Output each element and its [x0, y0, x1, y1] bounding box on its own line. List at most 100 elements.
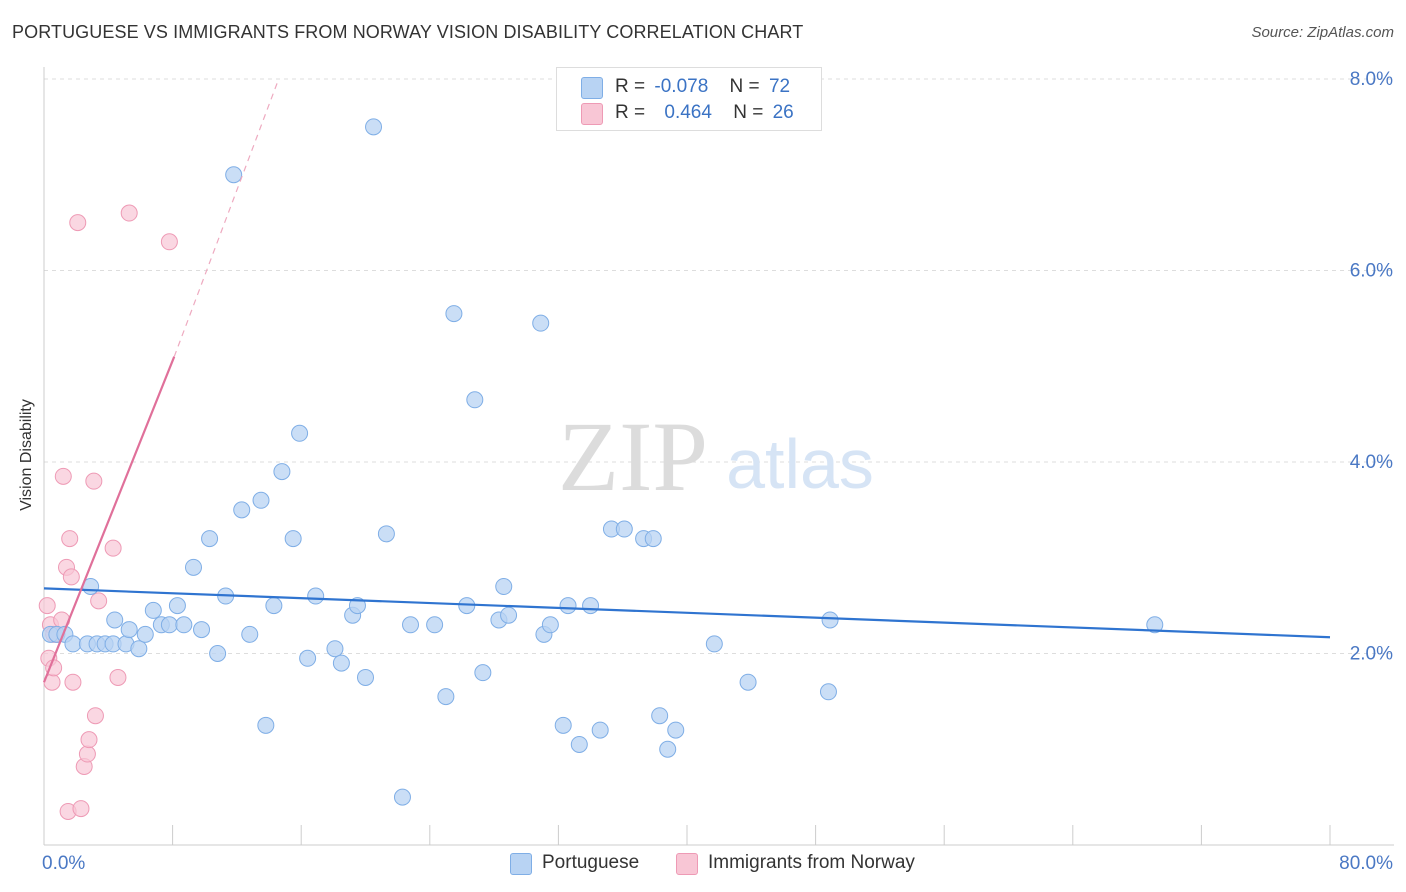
point-portuguese: [393, 788, 411, 806]
y-tick-label: 4.0%: [1350, 452, 1393, 473]
point-portuguese: [659, 740, 677, 758]
point-portuguese: [705, 635, 723, 653]
correlation-legend: R = -0.078 N = 72 R = 0.464 N = 26: [556, 67, 822, 131]
legend-label-norway: Immigrants from Norway: [708, 852, 915, 873]
point-norway: [120, 204, 138, 222]
series-immigrants-from-norway: [38, 204, 178, 820]
y-tick-label: 6.0%: [1350, 261, 1393, 282]
legend-r-value: -0.078: [654, 76, 709, 97]
point-portuguese: [273, 463, 291, 481]
point-portuguese: [365, 118, 383, 136]
legend-r-label: R =: [615, 76, 646, 97]
point-portuguese: [64, 635, 82, 653]
legend-swatch-blue: [581, 77, 603, 99]
point-norway: [78, 745, 96, 763]
point-norway: [38, 597, 56, 615]
series-portuguese: [41, 118, 1164, 806]
point-portuguese: [644, 530, 662, 548]
point-norway: [85, 472, 103, 490]
point-portuguese: [554, 716, 572, 734]
point-portuguese: [541, 616, 559, 634]
legend-r-label: R =: [615, 102, 646, 123]
point-portuguese: [1146, 616, 1164, 634]
point-portuguese: [225, 166, 243, 184]
point-norway: [109, 668, 127, 686]
point-portuguese: [532, 314, 550, 332]
legend-label-portuguese: Portuguese: [542, 852, 640, 873]
legend-n-label: N =: [729, 76, 760, 97]
trend-line-norway-extension: [173, 78, 280, 357]
point-portuguese: [821, 611, 839, 629]
watermark-atlas: atlas: [726, 425, 874, 503]
point-portuguese: [445, 305, 463, 323]
point-portuguese: [402, 616, 420, 634]
point-portuguese: [500, 606, 518, 624]
legend-n-value: 72: [768, 76, 791, 97]
x-tick-label: 0.0%: [42, 853, 85, 874]
trend-lines: [42, 78, 1331, 683]
y-tick-label: 2.0%: [1350, 644, 1393, 665]
legend-swatch-pink: [581, 103, 603, 125]
chart-source: Source: ZipAtlas.com: [1251, 24, 1394, 41]
point-portuguese: [332, 654, 350, 672]
watermark: ZIP atlas: [558, 401, 874, 512]
point-portuguese: [615, 520, 633, 538]
legend-r-value: 0.464: [664, 102, 712, 123]
point-portuguese: [307, 587, 325, 605]
y-tick-label: 8.0%: [1350, 69, 1393, 90]
point-norway: [54, 467, 72, 485]
point-portuguese: [348, 597, 366, 615]
point-portuguese: [130, 640, 148, 658]
point-portuguese: [377, 525, 395, 543]
point-portuguese: [426, 616, 444, 634]
point-portuguese: [582, 597, 600, 615]
point-portuguese: [559, 597, 577, 615]
point-portuguese: [233, 501, 251, 519]
point-portuguese: [201, 530, 219, 548]
legend-n-label: N =: [733, 102, 764, 123]
point-portuguese: [474, 664, 492, 682]
point-portuguese: [184, 558, 202, 576]
point-portuguese: [265, 597, 283, 615]
point-portuguese: [160, 616, 178, 634]
point-portuguese: [241, 625, 259, 643]
point-portuguese: [193, 621, 211, 639]
point-portuguese: [175, 616, 193, 634]
point-portuguese: [326, 640, 344, 658]
point-portuguese: [120, 621, 138, 639]
point-norway: [104, 539, 122, 557]
point-norway: [72, 800, 90, 818]
watermark-zip: ZIP: [558, 401, 708, 512]
point-norway: [80, 731, 98, 749]
point-norway: [69, 214, 87, 232]
point-portuguese: [284, 530, 302, 548]
point-norway: [62, 568, 80, 586]
point-portuguese: [819, 683, 837, 701]
point-norway: [160, 233, 178, 251]
point-portuguese: [466, 391, 484, 409]
point-portuguese: [299, 649, 317, 667]
point-portuguese: [168, 597, 186, 615]
point-norway: [61, 530, 79, 548]
point-portuguese: [106, 611, 124, 629]
point-portuguese: [437, 688, 455, 706]
legend-swatch-blue: [510, 853, 532, 875]
trend-line-norway: [42, 356, 176, 683]
point-portuguese: [252, 491, 270, 509]
gridlines: [44, 78, 1394, 654]
x-tick-label: 80.0%: [1339, 853, 1393, 874]
trend-line-portuguese: [43, 587, 1331, 639]
tick-labels: 2.0% 4.0% 6.0% 8.0% 0.0% 80.0%: [42, 69, 1393, 874]
point-portuguese: [667, 721, 685, 739]
axes: [43, 67, 1394, 846]
point-portuguese: [591, 721, 609, 739]
point-norway: [64, 673, 82, 691]
point-portuguese: [144, 601, 162, 619]
point-norway: [86, 707, 104, 725]
point-portuguese: [495, 577, 513, 595]
point-portuguese: [357, 668, 374, 686]
point-portuguese: [136, 625, 154, 643]
point-portuguese: [209, 645, 227, 662]
legend-swatch-pink: [676, 853, 698, 875]
